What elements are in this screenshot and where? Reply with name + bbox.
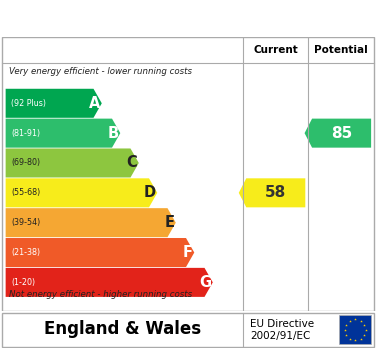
Text: Energy Efficiency Rating: Energy Efficiency Rating — [8, 9, 267, 28]
Polygon shape — [6, 178, 157, 207]
Text: England & Wales: England & Wales — [44, 320, 201, 338]
Text: 2002/91/EC: 2002/91/EC — [250, 331, 311, 341]
Text: Current: Current — [253, 45, 298, 55]
Polygon shape — [6, 119, 120, 148]
Bar — [339, 315, 371, 345]
Polygon shape — [6, 268, 213, 297]
Text: B: B — [108, 126, 119, 141]
Text: (39-54): (39-54) — [11, 218, 41, 227]
Text: 58: 58 — [265, 185, 287, 200]
Text: (92 Plus): (92 Plus) — [11, 99, 46, 108]
Text: Potential: Potential — [314, 45, 368, 55]
Text: (69-80): (69-80) — [11, 158, 40, 167]
Text: (21-38): (21-38) — [11, 248, 40, 257]
Text: E: E — [164, 215, 174, 230]
Text: F: F — [183, 245, 193, 260]
Text: EU Directive: EU Directive — [250, 318, 314, 329]
Text: Very energy efficient - lower running costs: Very energy efficient - lower running co… — [9, 67, 193, 76]
Polygon shape — [6, 149, 139, 177]
Text: (1-20): (1-20) — [11, 278, 35, 287]
Polygon shape — [6, 89, 102, 118]
Polygon shape — [6, 238, 194, 267]
Text: D: D — [144, 185, 156, 200]
Polygon shape — [305, 119, 371, 148]
Text: 85: 85 — [331, 126, 352, 141]
Text: (55-68): (55-68) — [11, 188, 41, 197]
Text: C: C — [127, 156, 137, 171]
Text: A: A — [89, 96, 100, 111]
Text: Not energy efficient - higher running costs: Not energy efficient - higher running co… — [9, 290, 193, 299]
Text: G: G — [199, 275, 211, 290]
Text: (81-91): (81-91) — [11, 129, 40, 138]
Polygon shape — [6, 208, 176, 237]
Polygon shape — [239, 178, 305, 207]
